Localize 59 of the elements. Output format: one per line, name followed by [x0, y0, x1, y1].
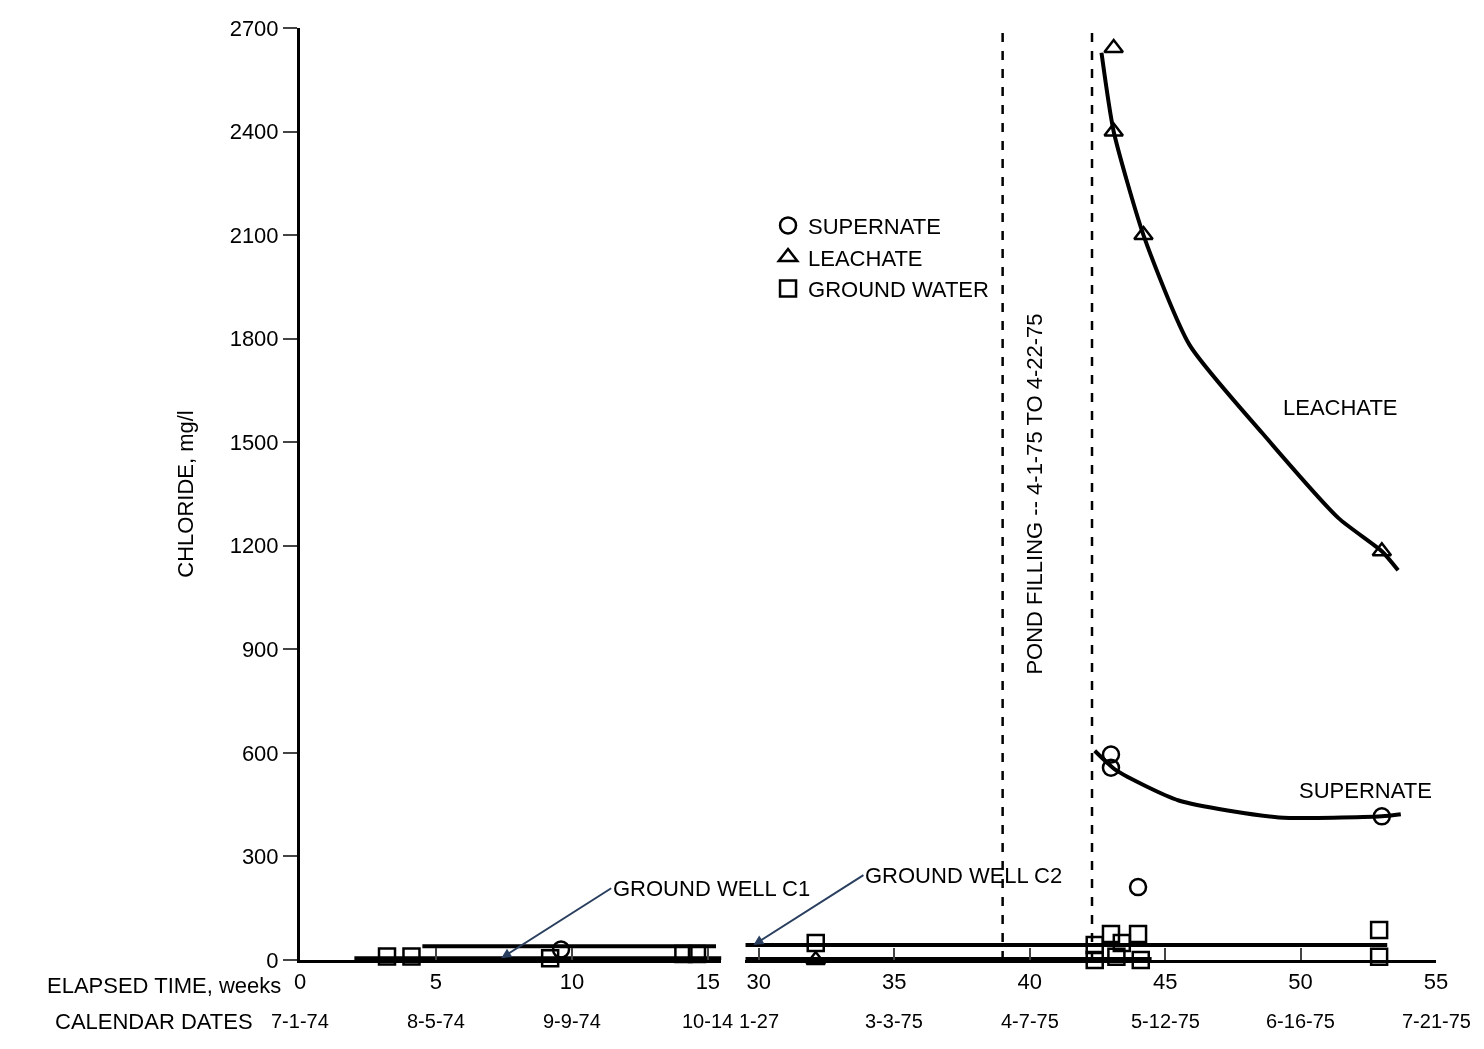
ref-line-label: POND FILLING -- 4-1-75 TO 4-22-75: [1021, 313, 1047, 675]
x-tick-label: 55: [1423, 969, 1449, 995]
point: [1112, 933, 1132, 953]
legend-label: GROUND WATER: [808, 277, 989, 303]
x2-tick-label: 7-1-74: [271, 1010, 329, 1032]
x2-tick-label: 7-21-75: [1402, 1010, 1471, 1032]
y-tick-label: 0: [266, 947, 279, 973]
point: [1128, 877, 1148, 897]
point: [1372, 807, 1392, 826]
x-tick-label: 30: [746, 969, 772, 995]
point: [377, 947, 397, 966]
y-tick-label: 900: [241, 637, 279, 662]
legend-label: SUPERNATE: [808, 213, 941, 239]
point: [1369, 947, 1389, 967]
annotation: GROUND WELL C2: [865, 863, 1063, 888]
annotation: GROUND WELL C1: [613, 876, 811, 901]
y-tick-label: 2400: [229, 119, 279, 145]
x-tick-label: 0: [293, 969, 307, 995]
point: [1131, 950, 1151, 970]
x-tick-label: 5: [429, 969, 443, 995]
series-label: LEACHATE: [1283, 395, 1398, 420]
x-tick-label: 45: [1152, 969, 1178, 995]
y-axis-title: CHLORIDE, mg/l: [173, 410, 199, 578]
point: [540, 948, 560, 968]
x2-tick-label: 10-14: [682, 1010, 734, 1032]
x-tick-label: 10: [559, 969, 585, 995]
point: [1107, 947, 1126, 967]
point: [402, 947, 421, 966]
y-tick-label: 1200: [229, 533, 279, 559]
y-tick-label: 1500: [229, 429, 279, 455]
x2-tick-label: 6-16-75: [1266, 1010, 1335, 1032]
point: [1101, 758, 1121, 777]
x-tick-label: 50: [1288, 969, 1313, 995]
y-tick-label: 600: [241, 740, 279, 766]
x2-tick-label: 8-5-74: [407, 1010, 465, 1032]
x2-tick-label: 4-7-75: [1001, 1010, 1059, 1032]
point: [1085, 950, 1104, 970]
series-label: SUPERNATE: [1299, 778, 1432, 803]
point: [1103, 38, 1125, 54]
x2-axis-title: CALENDAR DATES: [55, 1009, 253, 1034]
point: [1101, 924, 1121, 944]
y-tick-label: 2100: [229, 222, 279, 248]
y-tick-label: 2700: [229, 15, 279, 41]
point: [1101, 745, 1121, 764]
x-tick-label: 35: [882, 969, 907, 995]
x-tick-label: 15: [695, 969, 721, 995]
y-tick-label: 300: [241, 844, 279, 870]
x-tick-label: 40: [1017, 969, 1042, 995]
y-tick-label: 1800: [229, 326, 279, 352]
x2-tick-label: 9-9-74: [543, 1010, 601, 1032]
point: [1128, 924, 1148, 944]
x2-tick-label: 5-12-75: [1131, 1010, 1200, 1032]
x2-tick-label: 3-3-75: [865, 1010, 923, 1032]
point: [806, 933, 825, 953]
legend-label: LEACHATE: [808, 245, 923, 271]
x-axis-title: ELAPSED TIME, weeks: [47, 973, 282, 998]
point: [1369, 920, 1389, 940]
point: [1132, 225, 1154, 241]
x2-tick-label: 1-27: [739, 1010, 780, 1032]
